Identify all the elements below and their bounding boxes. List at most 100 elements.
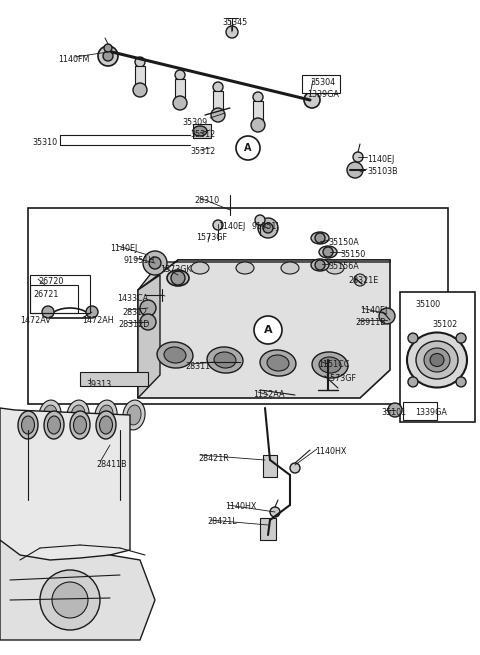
Text: 1151CC: 1151CC <box>318 360 349 369</box>
Ellipse shape <box>416 341 458 379</box>
Text: 35304: 35304 <box>310 78 335 87</box>
Circle shape <box>304 92 320 108</box>
Circle shape <box>315 233 325 243</box>
Ellipse shape <box>193 126 207 136</box>
Bar <box>80 372 148 386</box>
Text: A: A <box>264 325 272 335</box>
Text: 35103B: 35103B <box>367 167 397 176</box>
Ellipse shape <box>48 416 60 434</box>
Circle shape <box>149 257 161 269</box>
Ellipse shape <box>73 416 86 434</box>
Ellipse shape <box>191 262 209 274</box>
Bar <box>213 91 223 111</box>
Ellipse shape <box>127 405 141 425</box>
Text: 1140HX: 1140HX <box>315 447 347 456</box>
Text: 35100: 35100 <box>415 300 440 309</box>
Circle shape <box>323 247 333 257</box>
Text: 35309: 35309 <box>182 118 207 127</box>
Text: 1573GK: 1573GK <box>160 265 192 274</box>
Text: 91951H: 91951H <box>123 256 154 265</box>
Ellipse shape <box>312 352 348 378</box>
Text: 1472AV: 1472AV <box>20 316 51 325</box>
Text: 35312: 35312 <box>190 130 215 139</box>
Ellipse shape <box>164 347 186 363</box>
Text: 35156A: 35156A <box>328 262 359 271</box>
Ellipse shape <box>430 354 444 367</box>
Ellipse shape <box>260 350 296 376</box>
Circle shape <box>379 308 395 324</box>
Circle shape <box>211 108 225 122</box>
Circle shape <box>270 507 280 517</box>
Circle shape <box>347 162 363 178</box>
Circle shape <box>353 152 363 162</box>
Text: 35102: 35102 <box>432 320 457 329</box>
Ellipse shape <box>71 405 85 425</box>
Ellipse shape <box>281 262 299 274</box>
Text: 1573GF: 1573GF <box>325 374 356 383</box>
Text: 1140EJ: 1140EJ <box>110 244 137 253</box>
Circle shape <box>254 316 282 344</box>
Ellipse shape <box>214 352 236 368</box>
Circle shape <box>408 333 418 343</box>
Circle shape <box>388 403 402 417</box>
Polygon shape <box>0 408 130 575</box>
Text: 1140FM: 1140FM <box>58 55 89 64</box>
Ellipse shape <box>22 416 35 434</box>
Circle shape <box>213 82 223 92</box>
Text: 1573GF: 1573GF <box>196 233 227 242</box>
Text: 1140HX: 1140HX <box>225 502 256 511</box>
Text: 1152AA: 1152AA <box>253 390 285 399</box>
Polygon shape <box>138 260 390 290</box>
Text: 35312: 35312 <box>190 147 215 156</box>
Text: 35310: 35310 <box>32 138 57 147</box>
Text: 39313: 39313 <box>86 380 111 389</box>
Circle shape <box>40 570 100 630</box>
Circle shape <box>133 83 147 97</box>
Circle shape <box>140 300 156 316</box>
Text: 26721: 26721 <box>33 290 59 299</box>
Circle shape <box>290 463 300 473</box>
Ellipse shape <box>95 400 117 430</box>
Polygon shape <box>138 260 390 398</box>
Bar <box>263 455 277 477</box>
Text: 28310: 28310 <box>194 196 219 205</box>
Bar <box>30 285 78 313</box>
Ellipse shape <box>319 357 341 373</box>
Circle shape <box>408 377 418 387</box>
Ellipse shape <box>267 355 289 371</box>
Ellipse shape <box>99 416 112 434</box>
Circle shape <box>143 251 167 275</box>
Circle shape <box>263 223 273 233</box>
Circle shape <box>140 314 156 330</box>
Circle shape <box>253 92 263 102</box>
Circle shape <box>135 57 145 67</box>
Bar <box>253 101 263 121</box>
Text: 1433CA: 1433CA <box>117 294 148 303</box>
Ellipse shape <box>44 411 64 439</box>
Text: 28311: 28311 <box>185 362 210 371</box>
Text: A: A <box>244 143 252 153</box>
Text: 91951J: 91951J <box>252 222 280 231</box>
Bar <box>28 208 448 404</box>
Ellipse shape <box>424 348 450 372</box>
Ellipse shape <box>18 411 38 439</box>
Text: 28321E: 28321E <box>348 276 378 285</box>
Circle shape <box>171 271 185 285</box>
Text: 28911B: 28911B <box>355 318 386 327</box>
Bar <box>403 402 437 420</box>
Ellipse shape <box>99 405 113 425</box>
Circle shape <box>258 218 278 238</box>
Circle shape <box>456 333 466 343</box>
Bar <box>302 75 340 93</box>
Text: 28421R: 28421R <box>198 454 229 463</box>
Text: 1140EJ: 1140EJ <box>218 222 245 231</box>
Text: 1339GA: 1339GA <box>307 90 339 99</box>
Ellipse shape <box>39 400 61 430</box>
Circle shape <box>86 306 98 318</box>
Ellipse shape <box>236 262 254 274</box>
Circle shape <box>173 96 187 110</box>
Bar <box>193 124 211 138</box>
Circle shape <box>315 260 325 270</box>
Bar <box>135 66 145 86</box>
Bar <box>30 275 90 313</box>
